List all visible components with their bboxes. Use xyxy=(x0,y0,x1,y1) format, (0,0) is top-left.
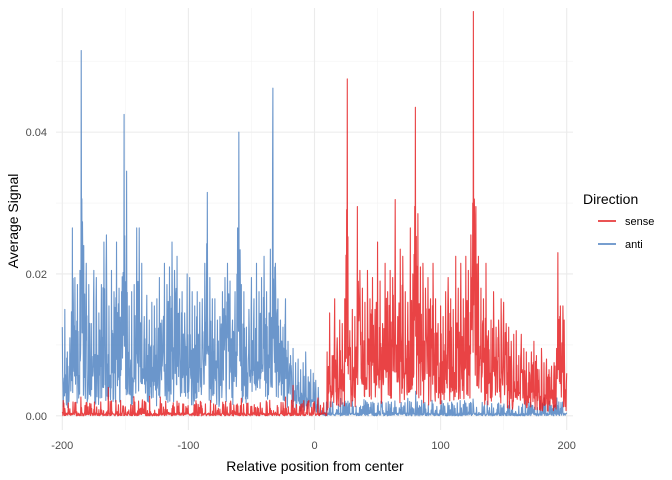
x-tick-label: -200 xyxy=(51,440,73,452)
y-tick-label: 0.00 xyxy=(26,411,47,423)
x-tick-label: 200 xyxy=(558,440,576,452)
series-layer xyxy=(61,11,568,417)
legend-label-anti: anti xyxy=(625,239,643,251)
y-axis-title: Average Signal xyxy=(5,174,21,269)
y-tick-label: 0.04 xyxy=(26,127,47,139)
legend-label-sense: sense xyxy=(625,216,654,228)
x-tick-label: 100 xyxy=(431,440,449,452)
legend-title: Direction xyxy=(583,191,638,207)
x-tick-label: -100 xyxy=(177,440,199,452)
legend: Direction sense anti xyxy=(583,191,654,251)
x-axis-title: Relative position from center xyxy=(226,458,404,474)
axes: Relative position from center Average Si… xyxy=(5,127,576,474)
x-tick-label: 0 xyxy=(311,440,317,452)
y-tick-label: 0.02 xyxy=(26,269,47,281)
series-line-sense xyxy=(61,11,568,417)
